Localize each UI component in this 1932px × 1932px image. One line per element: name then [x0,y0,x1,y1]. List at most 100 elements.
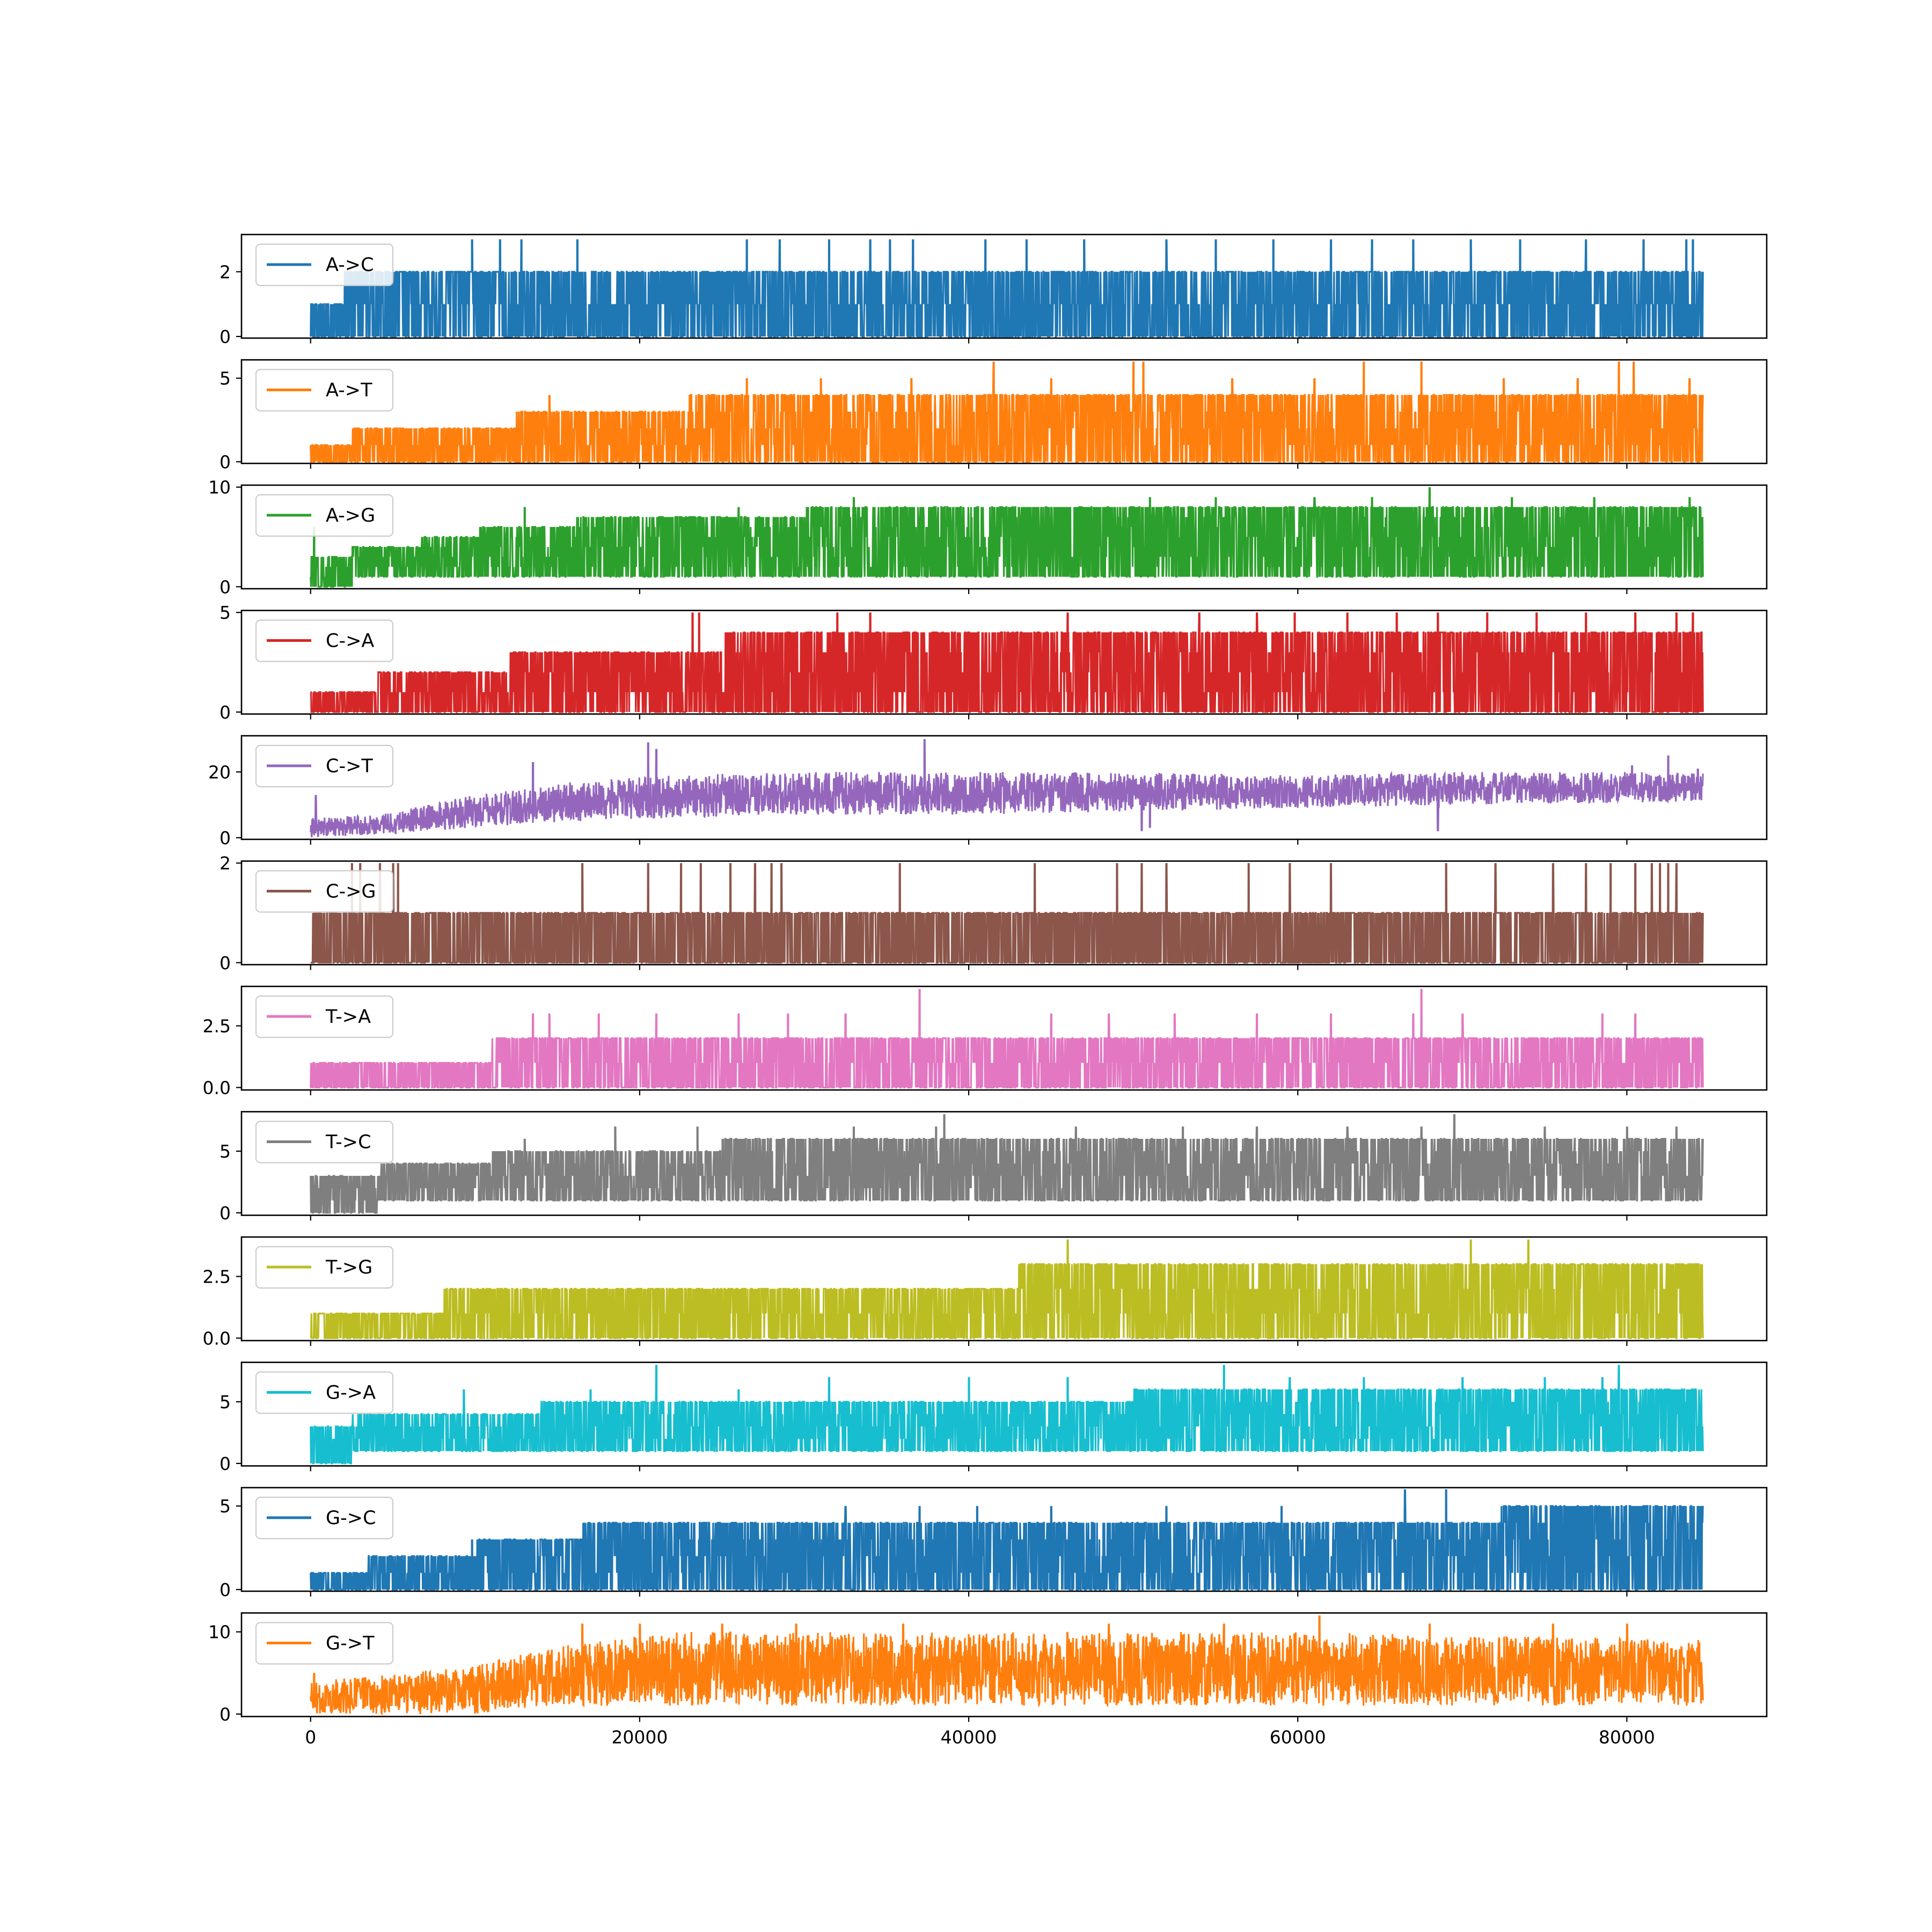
subplot-A-to-C: 0 2 A->C [219,233,1768,347]
subplot-T-to-C: 0 5 T->C [219,1111,1768,1224]
legend-label: C->A [326,631,374,652]
y-tick-label: 5 [219,1392,231,1413]
legend: C->A [255,619,394,662]
axes-frame [240,1236,1768,1342]
legend-label: T->C [325,1132,371,1153]
y-tick-label: 0 [219,702,231,723]
legend-box [255,1622,394,1665]
subplot-G-to-A: 0 5 G->A [219,1362,1768,1474]
legend-box [255,744,394,788]
y-tick-label: 5 [219,1496,231,1517]
y-tick-label: 0 [219,576,231,597]
series-line-T-to-A [310,989,1704,1088]
legend-box [255,494,394,537]
axes-frame [240,1612,1768,1717]
legend-label: A->T [326,380,372,401]
y-tick-label: 0 [219,451,231,472]
legend-label: A->G [326,505,375,526]
x-tick-label: 60000 [1270,1727,1326,1748]
axes-frame [240,233,1768,339]
legend-box [255,369,394,412]
x-tick-label: 20000 [611,1727,668,1748]
legend: A->G [255,494,394,537]
y-tick-label: 5 [219,368,231,389]
y-tick-label: 20 [208,762,231,782]
y-tick-label: 5 [219,1141,231,1162]
y-tick-label: 0 [219,953,231,974]
legend-label: C->T [326,756,373,777]
x-tick-label: 40000 [941,1727,997,1748]
legend-box [255,995,394,1038]
legend-label: C->G [326,881,376,903]
legend-label: T->A [325,1006,371,1028]
y-tick-label: 10 [208,477,231,498]
subplot-T-to-A: 0.0 2.5 T->A [203,985,1768,1098]
legend-box [255,619,394,662]
y-tick-label: 2.5 [203,1267,231,1287]
subplot-G-to-T: 0 10 0 20000 40000 60000 80000 G->T [208,1612,1768,1748]
y-tick-label: 0 [219,1704,231,1725]
legend: T->C [255,1121,394,1163]
y-tick-label: 0 [219,326,231,347]
legend-label: G->T [326,1633,375,1655]
series-line-C-to-T [310,739,1704,838]
legend-label: A->C [326,254,374,276]
series-line-C-to-G [310,863,1704,964]
legend: C->G [255,870,394,913]
y-tick-label: 2 [219,261,231,282]
legend: A->T [255,369,394,412]
legend-box [255,870,394,913]
legend: G->T [255,1622,394,1665]
legend-label: G->A [326,1382,376,1404]
legend-label: T->G [325,1257,372,1278]
y-tick-label: 0.0 [203,1328,231,1349]
series-line-A-to-G [310,487,1704,588]
series-line-T-to-C [310,1114,1704,1214]
y-tick-label: 2 [219,853,231,874]
axes-frame [240,359,1768,464]
axes-frame [240,1487,1768,1592]
legend-box [255,1371,394,1414]
series-line-G-to-A [310,1365,1704,1465]
y-tick-label: 0 [219,1453,231,1474]
legend: C->T [255,744,394,788]
subplot-A-to-T: 0 5 A->T [219,359,1768,472]
series-line-G-to-C [310,1489,1704,1591]
legend: G->C [255,1496,394,1540]
y-tick-label: 0 [219,828,231,848]
axes-frame [240,860,1768,965]
legend-box [255,1121,394,1163]
series-line-G-to-T [310,1615,1704,1716]
axes-frame [240,1362,1768,1467]
subplot-A-to-G: 0 10 A->G [208,477,1768,597]
x-tick-label: 0 [305,1727,316,1748]
subplot-C-to-T: 0 20 C->T [208,735,1768,848]
legend-box [255,243,394,287]
legend-box [255,1246,394,1289]
axes-frame [240,484,1768,590]
y-tick-label: 10 [208,1622,231,1643]
legend: G->A [255,1371,394,1414]
axes-frame [240,735,1768,840]
axes-frame [240,1111,1768,1216]
series-line-C-to-A [310,612,1704,713]
legend: T->A [255,995,394,1038]
legend: T->G [255,1246,394,1289]
y-tick-label: 0.0 [203,1077,231,1098]
y-tick-label: 2.5 [203,1016,231,1037]
axes-frame [240,985,1768,1091]
legend: A->C [255,243,394,287]
legend-label: G->C [326,1507,376,1529]
subplot-T-to-G: 0.0 2.5 T->G [203,1236,1768,1349]
series-line-T-to-G [310,1239,1704,1339]
axes-frame [240,610,1768,715]
series-line-A-to-C [310,239,1704,338]
subplot-C-to-A: 0 5 C->A [219,602,1768,723]
subplot-C-to-G: 0 2 C->G [219,853,1768,974]
series-line-A-to-T [310,361,1704,463]
subplot-G-to-C: 0 5 G->C [219,1487,1768,1600]
legend-box [255,1496,394,1540]
x-tick-label: 80000 [1599,1727,1655,1748]
y-tick-label: 5 [219,602,231,623]
